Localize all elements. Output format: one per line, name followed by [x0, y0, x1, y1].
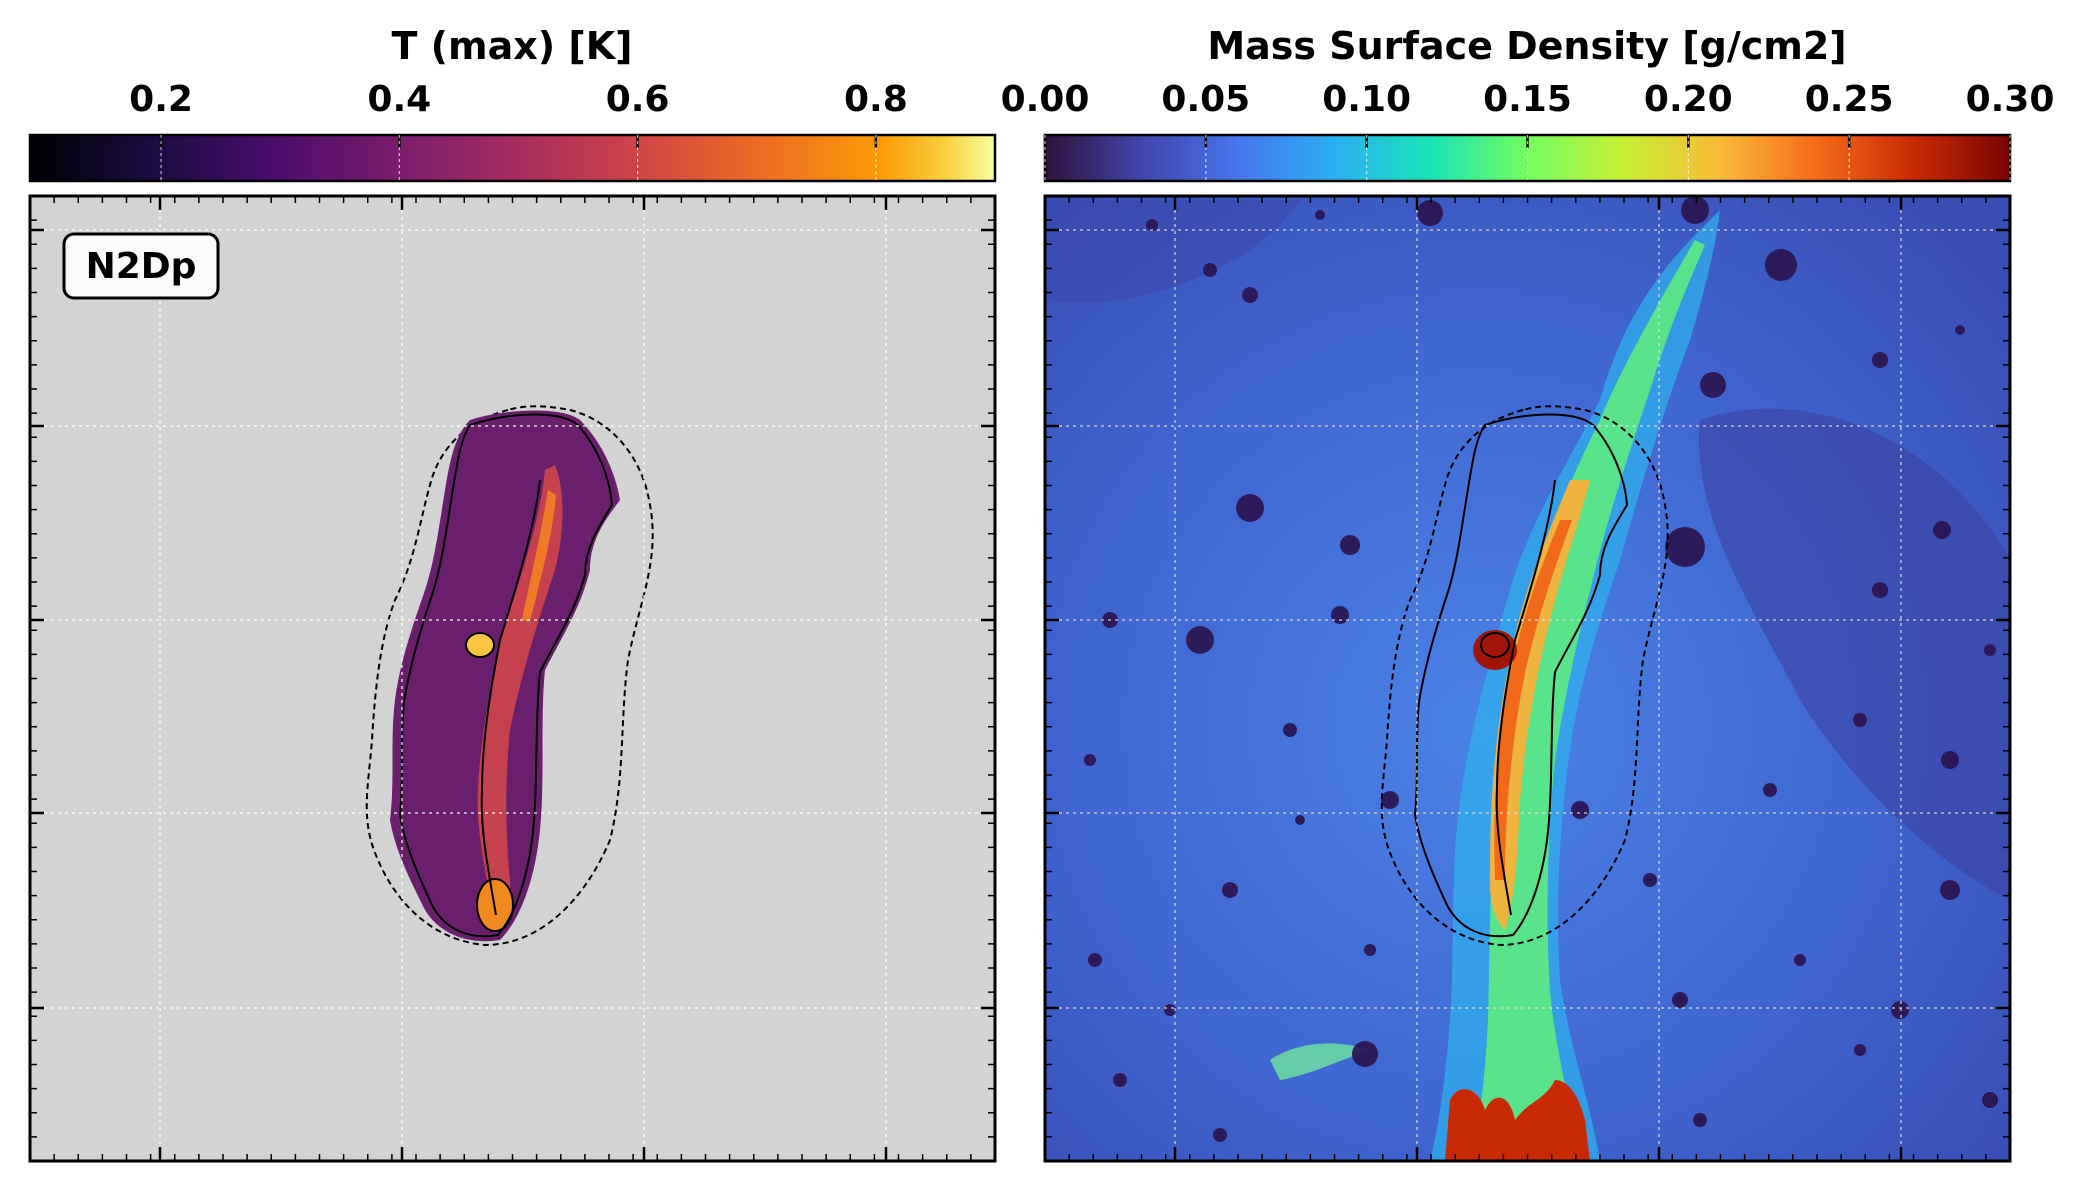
left-colorbar-label: T (max) [K]	[391, 24, 632, 68]
point-source	[1113, 1073, 1127, 1087]
point-source	[1765, 249, 1797, 281]
right-colorbar-ticks: 0.00 0.05 0.10 0.15 0.20 0.25 0.30	[1001, 79, 2055, 181]
point-source	[1982, 1092, 1998, 1108]
point-source	[1088, 953, 1102, 967]
point-source	[1213, 1128, 1227, 1142]
left-emission-ridge	[477, 465, 563, 925]
colorbar-tick-label: 0.25	[1805, 79, 1894, 120]
point-source	[1854, 1044, 1866, 1056]
right-plot-content	[1045, 196, 2010, 1161]
point-source	[1381, 791, 1399, 809]
point-source	[1933, 521, 1951, 539]
point-source	[1681, 196, 1709, 224]
point-source	[1872, 352, 1888, 368]
point-source	[1672, 992, 1688, 1008]
point-source	[1331, 606, 1349, 624]
point-source	[1283, 723, 1297, 737]
left-contour-inner	[480, 479, 541, 916]
right-contour-outer	[1413, 413, 1629, 938]
right-axis-ticks	[1045, 196, 2010, 1161]
point-source	[1352, 1041, 1378, 1067]
right-colorbar-label: Mass Surface Density [g/cm2]	[1207, 24, 1846, 68]
colorbar-tick-label: 0.4	[367, 79, 431, 120]
point-source	[1364, 944, 1376, 956]
filament-ridge	[1489, 480, 1590, 930]
right-contour-inner	[1495, 479, 1556, 916]
left-panel: T (max) [K] 0.2 0.4 0.6 0.8 N2Dp	[28, 24, 997, 1163]
right-dark-region	[1699, 408, 2010, 900]
left-contour-outer	[398, 413, 614, 938]
point-source	[1700, 372, 1726, 398]
right-colorbar: Mass Surface Density [g/cm2] 0.00 0.05 0.1…	[1001, 24, 2055, 183]
panel-label-box: N2Dp	[62, 232, 220, 300]
point-source	[1222, 882, 1238, 898]
left-emission-core	[522, 490, 556, 622]
left-emission-peak	[465, 632, 495, 658]
point-source	[1236, 494, 1264, 522]
colorbar-tick-label: 0.8	[844, 79, 908, 120]
southern-arm	[1270, 1043, 1370, 1080]
point-sources	[1084, 196, 1998, 1142]
point-source	[1295, 815, 1305, 825]
point-source	[1084, 754, 1096, 766]
colorbar-tick-label: 0.10	[1322, 79, 1411, 120]
point-source	[1693, 1113, 1707, 1127]
filament-body	[1470, 240, 1705, 1161]
point-source	[1417, 200, 1443, 226]
point-source	[1203, 263, 1217, 277]
colorbar-tick-label: 0.2	[129, 79, 193, 120]
colorbar-tick-label: 0.20	[1644, 79, 1733, 120]
point-source	[1955, 325, 1965, 335]
point-source	[1186, 626, 1214, 654]
point-source	[1872, 582, 1888, 598]
left-axis-ticks	[30, 196, 995, 1161]
panel-label: N2Dp	[86, 246, 197, 287]
point-source	[1940, 880, 1960, 900]
point-source	[1242, 287, 1258, 303]
right-dark-region-2	[1045, 200, 1300, 303]
left-colorbar-ticks: 0.2 0.4 0.6 0.8	[129, 79, 908, 181]
colorbar-tick-label: 0.05	[1161, 79, 1250, 120]
point-source	[1763, 783, 1777, 797]
colorbar-tick-label: 0.15	[1483, 79, 1572, 120]
point-source	[1146, 219, 1158, 231]
right-coverage-outline	[1380, 405, 1669, 947]
point-source	[1891, 1001, 1909, 1019]
point-source	[1315, 210, 1325, 220]
point-source	[1984, 644, 1996, 656]
point-source	[1853, 713, 1867, 727]
southern-clumps	[1445, 1080, 1590, 1161]
colorbar-tick-label: 0.00	[1001, 79, 1090, 120]
point-source	[1340, 535, 1360, 555]
density-peak	[1473, 630, 1517, 670]
point-source	[1643, 873, 1657, 887]
right-panel: Mass Surface Density [g/cm2] 0.00 0.05 0.1…	[1001, 24, 2055, 1163]
left-colorbar: T (max) [K] 0.2 0.4 0.6 0.8	[28, 24, 997, 183]
filament-spine	[1494, 520, 1572, 880]
left-plot-content	[365, 405, 654, 947]
point-source	[1665, 527, 1705, 567]
point-source	[1794, 954, 1806, 966]
point-source	[1164, 1004, 1176, 1016]
left-colorbar-gradient	[28, 133, 997, 183]
colorbar-tick-label: 0.30	[1966, 79, 2055, 120]
left-coverage-outline	[365, 405, 654, 947]
point-source	[1941, 751, 1959, 769]
colorbar-tick-label: 0.6	[606, 79, 670, 120]
point-source	[1571, 801, 1589, 819]
right-contour-peak	[1480, 632, 1510, 658]
